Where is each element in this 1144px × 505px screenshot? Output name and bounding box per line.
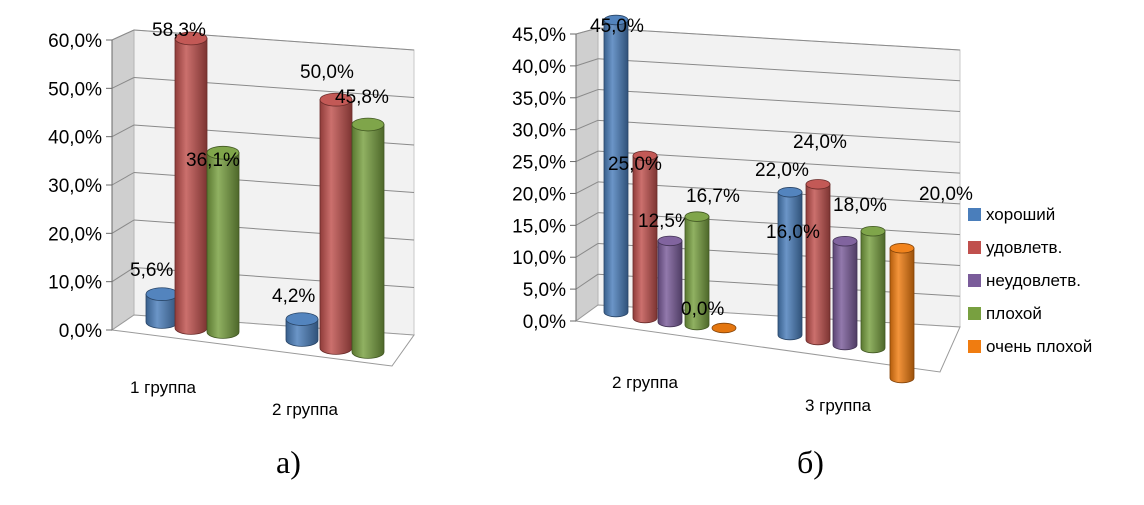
- data-label: 22,0%: [755, 160, 809, 181]
- gridline: [575, 150, 599, 163]
- bar-хороший-1: [145, 287, 179, 329]
- data-label: 24,0%: [793, 132, 847, 153]
- data-label: 45,0%: [590, 16, 644, 37]
- gridline: [111, 124, 135, 138]
- bar-плохой-1: [684, 211, 710, 331]
- bar-неудовлетв--2: [832, 235, 858, 351]
- gridline: [575, 181, 599, 194]
- y-tick-label: 50,0%: [48, 79, 102, 100]
- gridline: [111, 172, 135, 186]
- gridline: [597, 119, 961, 143]
- data-label: 58,3%: [152, 20, 206, 41]
- y-tick-label: 15,0%: [512, 216, 566, 237]
- gridline: [575, 212, 599, 226]
- data-label: 20,0%: [919, 184, 973, 205]
- side-wall: [111, 29, 135, 331]
- data-label: 36,1%: [186, 150, 240, 171]
- legend-label: удовлетв.: [986, 238, 1062, 257]
- gridline: [597, 89, 961, 113]
- bar-хороший-1: [603, 14, 629, 318]
- y-tick-label: 60,0%: [48, 31, 102, 52]
- x-tick-label: 1 группа: [130, 378, 197, 397]
- gridline: [575, 27, 599, 35]
- gridline: [111, 267, 135, 283]
- y-tick-label: 40,0%: [512, 57, 566, 78]
- panel-label-b: б): [797, 444, 824, 480]
- chart-legend: хороший удовлетв. неудовлетв. плохой очень п…: [968, 205, 1092, 356]
- y-tick-label: 20,0%: [512, 184, 566, 205]
- bar-очень-плохой-2: [889, 243, 915, 384]
- legend-item-очень-плохой: очень плохой: [968, 337, 1092, 356]
- data-label: 25,0%: [608, 154, 662, 175]
- chart-a: 0,0% 10,0% 20,0% 30,0% 40,0% 50,0% 60,0% 1 груп…: [48, 20, 415, 419]
- legend-item-неудовлетв-: неудовлетв.: [968, 271, 1081, 290]
- panel-label-a: а): [276, 444, 301, 480]
- y-tick-label: 30,0%: [48, 176, 102, 197]
- data-label: 50,0%: [300, 62, 354, 83]
- legend-label: очень плохой: [986, 337, 1092, 356]
- data-label: 5,6%: [130, 260, 173, 281]
- bar-плохой-1: [206, 145, 240, 339]
- gridline: [111, 219, 135, 234]
- bar-плохой-2: [351, 117, 385, 359]
- y-tick-label: 30,0%: [512, 121, 566, 142]
- gridline: [575, 89, 599, 99]
- bar-плохой-2: [860, 225, 886, 354]
- gridline: [111, 29, 135, 41]
- gridline: [575, 243, 599, 258]
- y-tick-label: 40,0%: [48, 128, 102, 149]
- legend-swatch: [968, 241, 981, 254]
- bar-удовлетв--1: [632, 150, 658, 324]
- gridline: [597, 27, 961, 51]
- gridline: [575, 58, 599, 67]
- data-label: 4,2%: [272, 286, 315, 307]
- y-tick-label: 0,0%: [59, 321, 102, 342]
- x-tick-label: 3 группа: [805, 396, 872, 415]
- bar-удовлетв--2: [805, 179, 831, 346]
- y-tick-label: 0,0%: [523, 312, 566, 333]
- bar-неудовлетв--1: [657, 235, 683, 328]
- legend-item-удовлетв-: удовлетв.: [968, 238, 1062, 257]
- legend-label: неудовлетв.: [986, 271, 1081, 290]
- y-tick-label: 10,0%: [512, 248, 566, 269]
- y-tick-label: 35,0%: [512, 89, 566, 110]
- data-label: 0,0%: [681, 299, 724, 320]
- y-tick-label: 20,0%: [48, 224, 102, 245]
- bar-хороший-2: [285, 312, 319, 347]
- data-label: 16,0%: [766, 222, 820, 243]
- legend-swatch: [968, 307, 981, 320]
- gridline: [597, 58, 961, 82]
- legend-item-плохой: плохой: [968, 304, 1042, 323]
- y-tick-label: 45,0%: [512, 25, 566, 46]
- legend-swatch: [968, 274, 981, 287]
- legend-swatch: [968, 208, 981, 221]
- gridline: [575, 119, 599, 131]
- bar-удовлетв--2: [319, 92, 353, 355]
- legend-label: хороший: [986, 205, 1055, 224]
- bar-хороший-2: [777, 187, 803, 341]
- legend-swatch: [968, 340, 981, 353]
- chart-b: 0,0% 5,0% 10,0% 15,0% 20,0% 25,0% 30,0% 35,0% 40…: [512, 14, 973, 415]
- bar-удовлетв--1: [174, 31, 208, 335]
- gridline: [597, 150, 961, 174]
- gridline: [575, 273, 599, 290]
- data-label: 12,5%: [638, 211, 692, 232]
- y-tick-label: 5,0%: [523, 280, 566, 301]
- legend-item-хороший: хороший: [968, 205, 1055, 224]
- gridline: [111, 77, 135, 89]
- x-tick-label: 2 группа: [272, 400, 339, 419]
- legend-label: плохой: [986, 304, 1042, 323]
- bar-очень-плохой-1: [711, 322, 737, 334]
- data-label: 18,0%: [833, 195, 887, 216]
- y-tick-label: 10,0%: [48, 273, 102, 294]
- data-label: 16,7%: [686, 186, 740, 207]
- data-label: 45,8%: [335, 87, 389, 108]
- y-tick-label: 25,0%: [512, 153, 566, 174]
- x-tick-label: 2 группа: [612, 373, 679, 392]
